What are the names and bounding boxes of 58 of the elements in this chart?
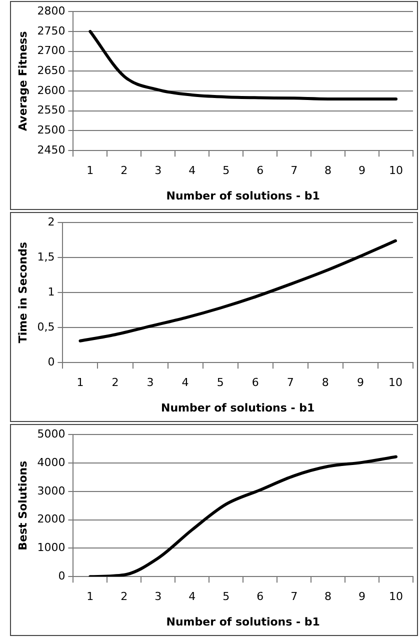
- y-tick-label: 0: [58, 569, 66, 582]
- x-tick-label: 10: [389, 590, 404, 604]
- y-axis-title: Average Fitness: [16, 30, 30, 131]
- x-tick-label: 8: [324, 164, 332, 178]
- x-tick-label: 3: [154, 590, 162, 604]
- x-tick-label: 3: [154, 164, 162, 178]
- x-tick-label: 3: [146, 376, 154, 390]
- x-tick-label: 5: [222, 164, 230, 178]
- y-tick-label: 0: [48, 355, 55, 368]
- x-tick-label: 4: [188, 164, 196, 178]
- y-tick-label: 2550: [37, 104, 66, 117]
- x-tick-label: 6: [256, 590, 264, 604]
- x-tick-label: 1: [86, 164, 94, 178]
- x-tick-label: 4: [188, 590, 196, 604]
- x-tick-label: 5: [222, 590, 230, 604]
- line-series: [88, 455, 398, 577]
- y-tick-label: 2600: [37, 84, 66, 97]
- y-tick-label: 2650: [37, 64, 66, 78]
- y-tick-label: 5000: [37, 427, 66, 440]
- y-tick-label: 2750: [37, 24, 66, 38]
- x-axis-title: Number of solutions - b1: [166, 189, 320, 202]
- x-tick-label: 9: [358, 164, 366, 178]
- y-tick-label: 1000: [37, 541, 66, 554]
- x-tick-label: 2: [120, 164, 128, 178]
- x-tick-label: 9: [356, 376, 364, 390]
- x-tick-label: 10: [389, 164, 404, 178]
- x-tick-label: 4: [182, 376, 189, 390]
- y-tick-label: 2450: [37, 143, 66, 156]
- y-tick-label: 1,5: [37, 250, 55, 264]
- x-tick-label: 1: [86, 590, 94, 604]
- y-tick-label: 2: [48, 215, 55, 228]
- x-tick-label: 8: [322, 376, 329, 390]
- x-axis-title: Number of solutions - b1: [166, 615, 320, 628]
- y-tick-label: 2700: [37, 44, 66, 58]
- x-tick-label: 1: [76, 376, 84, 390]
- x-tick-label: 5: [216, 376, 224, 390]
- line-series: [78, 239, 397, 342]
- x-axis-title: Number of solutions - b1: [161, 401, 315, 414]
- y-axis-title: Best Solutions: [16, 460, 30, 550]
- x-tick-label: 7: [290, 590, 298, 604]
- x-tick-label: 6: [256, 164, 264, 178]
- x-tick-label: 7: [290, 164, 298, 178]
- y-tick-label: 2000: [37, 512, 66, 526]
- x-tick-label: 6: [252, 376, 259, 390]
- line-series: [88, 30, 398, 100]
- y-tick-label: 4000: [37, 456, 66, 469]
- y-tick-label: 2500: [37, 124, 66, 137]
- y-tick-label: 2800: [37, 4, 66, 18]
- y-tick-label: 3000: [37, 484, 66, 498]
- y-tick-label: 0,5: [37, 320, 55, 334]
- x-tick-label: 2: [112, 376, 119, 390]
- x-tick-label: 7: [286, 376, 294, 390]
- x-tick-label: 2: [120, 590, 128, 604]
- x-tick-label: 10: [388, 376, 402, 390]
- y-axis-title: Time in Seconds: [16, 242, 30, 344]
- x-tick-label: 9: [358, 590, 366, 604]
- y-tick-label: 1: [48, 285, 55, 298]
- x-tick-label: 8: [324, 590, 332, 604]
